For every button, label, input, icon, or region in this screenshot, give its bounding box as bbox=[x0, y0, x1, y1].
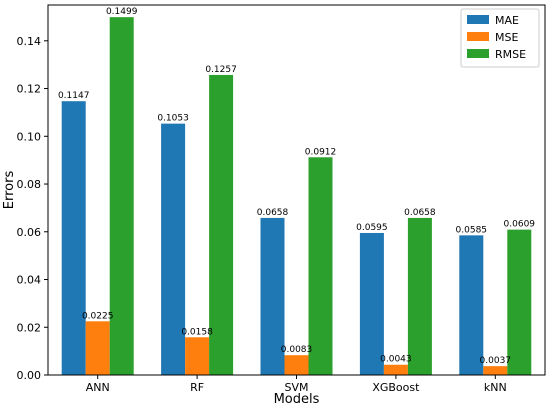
bar-knn-rmse bbox=[507, 229, 532, 375]
bar-ann-mse bbox=[85, 321, 110, 375]
y-tick-label: 0.14 bbox=[17, 35, 42, 48]
x-tick-label-rf: RF bbox=[190, 381, 204, 394]
y-tick-label: 0.04 bbox=[17, 274, 42, 287]
data-label-xgboost-rmse: 0.0658 bbox=[404, 208, 436, 218]
y-tick-label: 0.10 bbox=[17, 130, 42, 143]
legend-label-rmse: RMSE bbox=[495, 48, 526, 61]
data-label-knn-mse: 0.0037 bbox=[480, 356, 512, 366]
bar-knn-mse bbox=[483, 366, 508, 375]
bar-xgboost-rmse bbox=[407, 217, 432, 375]
x-tick-label-xgboost: XGBoost bbox=[372, 381, 420, 394]
y-tick-label: 0.00 bbox=[17, 369, 42, 382]
bar-rf-rmse bbox=[209, 74, 234, 376]
y-tick-label: 0.12 bbox=[17, 83, 42, 96]
bar-xgboost-mse bbox=[383, 364, 408, 375]
data-label-rf-rmse: 0.1257 bbox=[205, 65, 237, 75]
y-tick-label: 0.08 bbox=[17, 178, 42, 191]
bar-xgboost-mae bbox=[359, 232, 384, 375]
bar-rf-mse bbox=[185, 337, 210, 375]
y-axis-title: Errors bbox=[2, 171, 17, 210]
data-label-svm-mae: 0.0658 bbox=[257, 208, 289, 218]
x-axis-title: Models bbox=[274, 392, 320, 407]
data-label-svm-rmse: 0.0912 bbox=[305, 147, 337, 157]
bar-knn-mae bbox=[459, 235, 484, 375]
data-label-knn-rmse: 0.0609 bbox=[504, 220, 536, 230]
bar-svm-mse bbox=[284, 355, 309, 375]
legend-label-mae: MAE bbox=[495, 14, 519, 27]
data-label-knn-mae: 0.0585 bbox=[456, 225, 488, 235]
plot-frame bbox=[47, 4, 546, 376]
data-label-xgboost-mae: 0.0595 bbox=[356, 223, 388, 233]
bar-ann-rmse bbox=[109, 17, 134, 375]
y-tick-label: 0.02 bbox=[17, 321, 42, 334]
bar-ann-mae bbox=[61, 101, 86, 375]
legend-swatch-rmse bbox=[467, 49, 489, 58]
x-tick-label-knn: kNN bbox=[484, 381, 507, 394]
data-label-rf-mae: 0.1053 bbox=[157, 114, 189, 124]
x-tick-label-ann: ANN bbox=[86, 381, 110, 394]
data-label-xgboost-mse: 0.0043 bbox=[380, 355, 412, 365]
x-tick-label-svm: SVM bbox=[285, 381, 309, 394]
data-label-ann-rmse: 0.1499 bbox=[106, 7, 138, 17]
axes-layer: ANN RF SVM XGBoost kNN 0.00 0.02 0.04 0.06 0.08 0.… bbox=[17, 4, 546, 394]
bar-svm-rmse bbox=[308, 157, 333, 375]
y-tick-label: 0.06 bbox=[17, 226, 42, 239]
bar-svm-mae bbox=[260, 217, 285, 375]
data-label-ann-mae: 0.1147 bbox=[58, 91, 90, 101]
legend-swatch-mae bbox=[467, 15, 489, 24]
data-labels-layer: 0.1147 0.0225 0.1499 0.1053 0.0158 0.1257 0.06… bbox=[58, 7, 535, 366]
bars-layer bbox=[61, 17, 532, 376]
legend: MAE MSE RMSE bbox=[460, 8, 540, 68]
data-label-ann-mse: 0.0225 bbox=[82, 311, 114, 321]
legend-swatch-mse bbox=[467, 32, 489, 41]
legend-label-mse: MSE bbox=[495, 31, 518, 44]
data-label-svm-mse: 0.0083 bbox=[281, 345, 313, 355]
bar-rf-mae bbox=[161, 123, 186, 376]
data-label-rf-mse: 0.0158 bbox=[181, 327, 213, 337]
